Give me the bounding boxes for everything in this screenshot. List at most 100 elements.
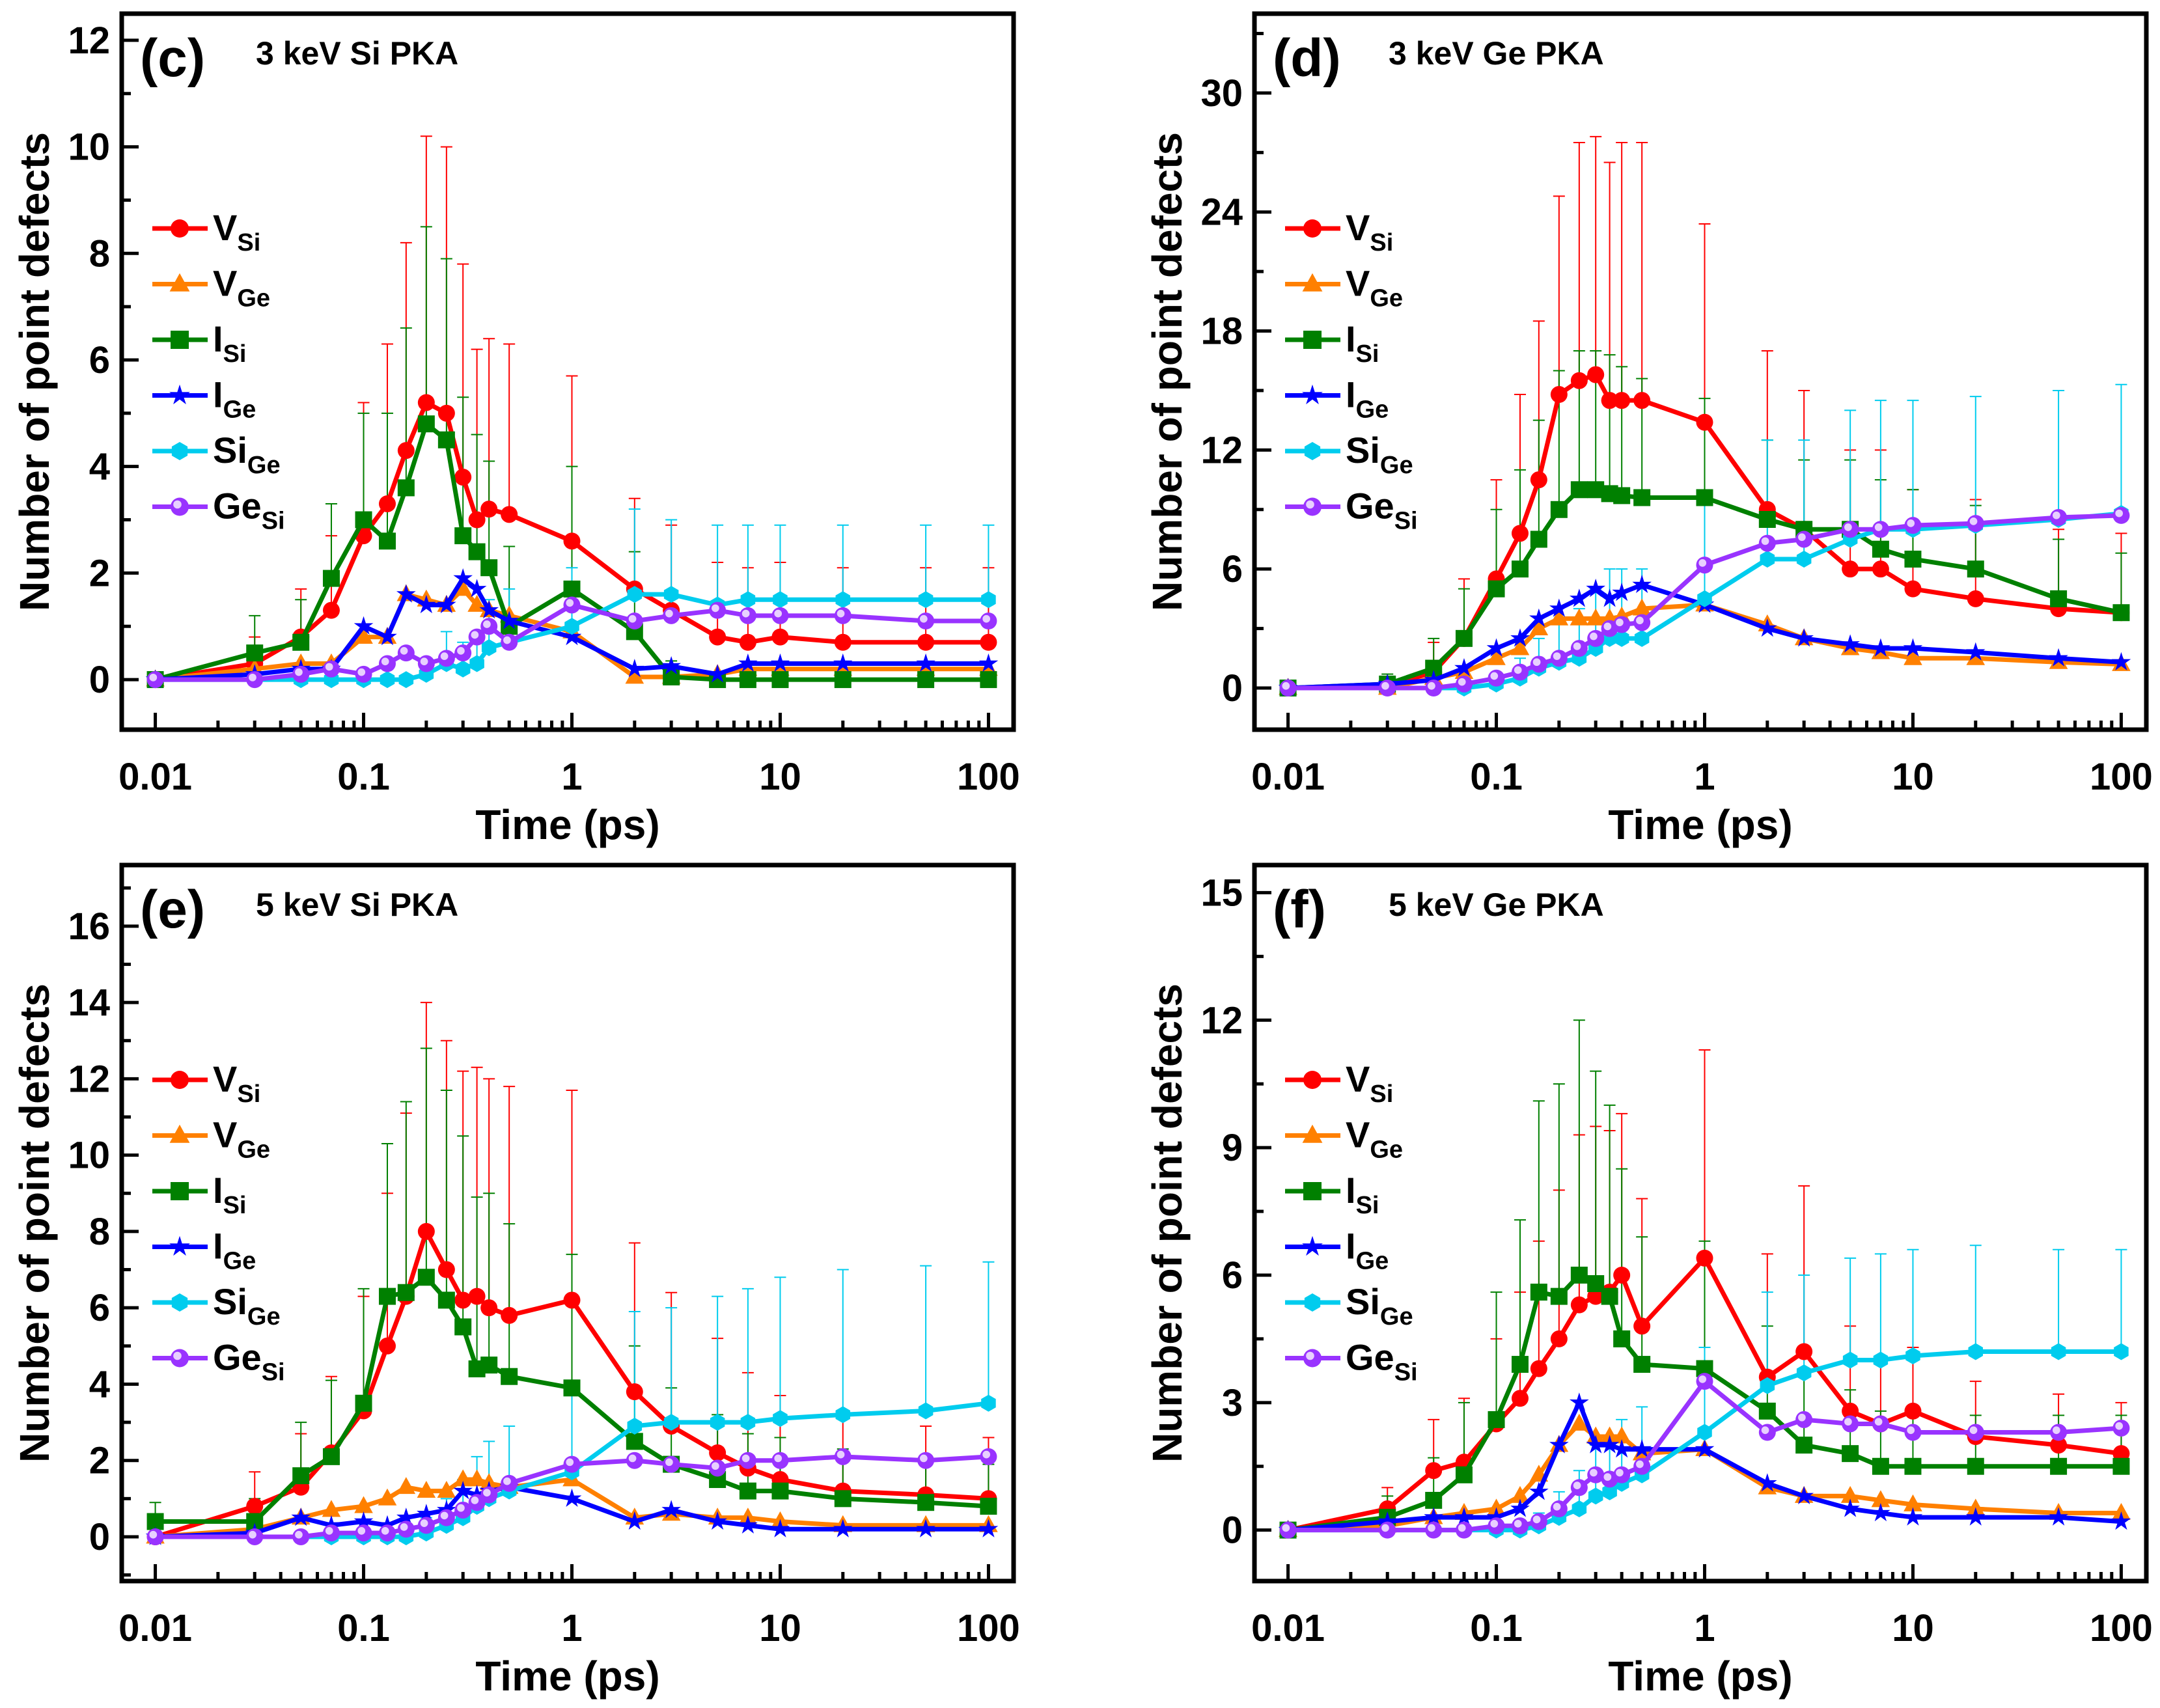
data-point-i-si	[397, 1284, 415, 1301]
data-point-ge-si-highlight	[503, 1477, 511, 1485]
data-point-i-si	[1842, 1445, 1859, 1463]
data-point-ge-si-highlight	[400, 1523, 408, 1531]
data-point-v-si	[454, 1291, 472, 1309]
x-tick-label: 0.01	[118, 756, 192, 798]
data-point-ge-si-highlight	[1844, 523, 1852, 531]
data-point-ge-si-highlight	[982, 1450, 991, 1459]
data-point-si-ge	[2114, 1343, 2129, 1360]
x-tick-label: 100	[2090, 756, 2153, 798]
data-point-ge-si-highlight	[325, 1527, 333, 1535]
legend-label: SiGe	[213, 1281, 281, 1330]
data-point-i-si	[480, 1357, 498, 1374]
data-point-v-si	[739, 633, 756, 651]
data-point-ge-si-highlight	[457, 647, 465, 655]
data-point-si-ge	[1796, 550, 1812, 568]
x-tick-label: 0.01	[118, 1607, 192, 1649]
data-point-v-si	[1696, 1249, 1713, 1267]
data-point-ge-si-highlight	[1458, 678, 1466, 686]
x-tick-label: 100	[2090, 1607, 2153, 1649]
y-tick-label: 6	[89, 339, 110, 381]
data-point-si-ge	[1572, 1500, 1587, 1518]
data-point-v-si	[468, 1288, 486, 1305]
panel-e: 0.01 0.1 1 10 100 0 2 4 6 8 10 12 14 16 (e) 5 keV Si PK…	[11, 862, 1020, 1700]
legend-subscript: Si	[237, 1081, 260, 1108]
data-point-ge-si-highlight	[2115, 1422, 2124, 1430]
data-point-si-ge	[1697, 590, 1712, 607]
data-point-i-si	[417, 415, 435, 433]
data-point-ge-si-highlight	[357, 1527, 366, 1535]
data-point-i-si	[1613, 1330, 1631, 1347]
data-point-si-ge	[1905, 1347, 1920, 1365]
data-point-ge-si-highlight	[1590, 632, 1598, 640]
data-point-v-ge	[1600, 1426, 1619, 1444]
legend-marker	[169, 273, 190, 292]
data-point-ge-si-highlight	[1761, 1426, 1769, 1435]
data-point-i-ge	[661, 656, 681, 675]
data-point-i-si	[1795, 1437, 1813, 1454]
legend-item-ge-si: GeSi	[152, 486, 285, 535]
y-tick-label: 6	[89, 1287, 110, 1329]
legend-subscript: Ge	[237, 1136, 270, 1164]
legend-label: VSi	[1346, 207, 1393, 256]
data-point-v-si	[1511, 525, 1529, 542]
legend-subscript: Si	[1394, 508, 1418, 535]
data-point-i-si	[454, 1318, 472, 1336]
data-point-ge-si-highlight	[920, 1454, 928, 1463]
data-point-i-si	[1550, 501, 1568, 518]
data-point-v-ge	[1570, 608, 1589, 626]
legend-item-si-ge: SiGe	[152, 430, 281, 479]
data-point-i-ge	[562, 626, 582, 646]
data-point-i-si	[437, 1291, 455, 1309]
legend-item-v-si: VSi	[1285, 1058, 1393, 1108]
legend-label: VSi	[213, 207, 260, 256]
legend-item-v-si: VSi	[152, 1058, 260, 1108]
data-point-i-si	[322, 570, 340, 587]
data-point-si-ge	[455, 660, 471, 678]
data-point-si-ge	[773, 591, 788, 609]
y-tick-label: 30	[1200, 72, 1243, 115]
data-point-si-ge	[627, 1417, 643, 1435]
data-point-ge-si-highlight	[471, 631, 479, 639]
data-point-si-ge	[663, 1414, 679, 1431]
data-point-v-ge	[354, 626, 373, 644]
legend-label: IGe	[1346, 1226, 1389, 1275]
data-point-i-si	[1967, 1457, 1984, 1475]
data-point-v-si	[1425, 1462, 1443, 1480]
legend-subscript: Ge	[1356, 1248, 1389, 1275]
legend-item-v-ge: VGe	[152, 263, 270, 312]
data-point-i-ge	[833, 1519, 853, 1537]
data-point-si-ge	[1760, 1377, 1775, 1394]
data-point-v-si	[563, 532, 581, 550]
data-point-ge-si-highlight	[741, 609, 750, 618]
data-point-i-ge	[770, 653, 790, 672]
y-tick-label: 24	[1200, 191, 1243, 234]
legend-marker	[171, 1182, 189, 1200]
data-point-i-ge	[1871, 1502, 1890, 1522]
data-point-i-si	[1601, 1288, 1618, 1305]
data-point-i-ge	[353, 1511, 374, 1530]
legend-label: GeSi	[213, 486, 285, 535]
legend-item-v-si: VSi	[1285, 207, 1393, 256]
data-point-v-si	[437, 404, 455, 422]
y-tick-label: 0	[89, 659, 110, 701]
data-point-i-si	[246, 644, 264, 662]
data-point-i-si	[437, 431, 455, 448]
data-point-i-si	[663, 668, 680, 685]
series-line-si-ge	[155, 592, 989, 682]
plot-frame	[119, 11, 1016, 732]
data-point-i-ge	[453, 1481, 473, 1500]
legend-label: SiGe	[1346, 430, 1413, 479]
data-point-ge-si-highlight	[1490, 1520, 1499, 1528]
legend-marker	[1303, 219, 1322, 238]
data-point-si-ge	[981, 591, 996, 609]
plot-frame	[119, 862, 1016, 1584]
data-point-i-si	[501, 1368, 518, 1385]
data-point-si-ge	[663, 586, 679, 603]
data-point-v-ge	[417, 1481, 436, 1498]
data-point-i-si	[563, 1379, 581, 1397]
data-point-i-si	[292, 1467, 310, 1485]
legend-subscript: Si	[262, 508, 285, 535]
data-point-ge-si-highlight	[1636, 1460, 1644, 1468]
data-point-i-si	[454, 527, 472, 545]
